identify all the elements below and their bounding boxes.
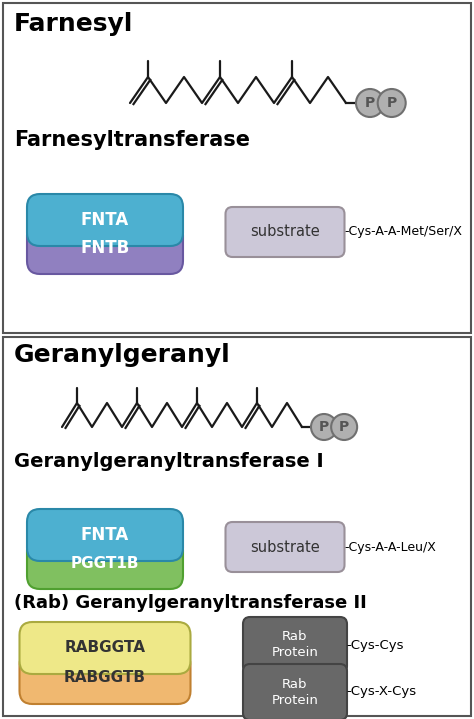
Text: PGGT1B: PGGT1B [71,556,139,570]
Circle shape [378,89,406,117]
Circle shape [331,414,357,440]
Text: RABGGTB: RABGGTB [64,671,146,685]
FancyBboxPatch shape [19,652,191,704]
Circle shape [311,414,337,440]
Text: FNTA: FNTA [81,526,129,544]
Text: (Rab) Geranylgeranyltransferase II: (Rab) Geranylgeranyltransferase II [14,594,367,612]
Text: RABGGTA: RABGGTA [64,641,146,656]
Text: FNTB: FNTB [81,239,129,257]
FancyBboxPatch shape [27,194,183,246]
FancyBboxPatch shape [226,522,345,572]
Text: Farnesyl: Farnesyl [14,12,133,36]
FancyBboxPatch shape [3,3,471,333]
FancyBboxPatch shape [226,207,345,257]
Text: substrate: substrate [250,224,320,239]
FancyBboxPatch shape [243,617,347,673]
FancyBboxPatch shape [27,222,183,274]
Text: P: P [387,96,397,110]
FancyBboxPatch shape [27,537,183,589]
Text: -Cys-X-Cys: -Cys-X-Cys [346,685,416,698]
FancyBboxPatch shape [3,337,471,716]
Text: Rab
Protein: Rab Protein [272,677,319,707]
Text: Geranylgeranyltransferase I: Geranylgeranyltransferase I [14,452,324,471]
FancyBboxPatch shape [19,622,191,674]
Text: P: P [339,420,349,434]
Text: Geranylgeranyl: Geranylgeranyl [14,343,231,367]
Text: -Cys-A-A-Leu/X: -Cys-A-A-Leu/X [345,541,437,554]
FancyBboxPatch shape [243,664,347,719]
Text: substrate: substrate [250,539,320,554]
Text: -Cys-Cys: -Cys-Cys [346,638,403,651]
Text: P: P [319,420,329,434]
FancyBboxPatch shape [27,509,183,561]
Text: -Cys-A-A-Met/Ser/X: -Cys-A-A-Met/Ser/X [345,226,463,239]
Text: Rab
Protein: Rab Protein [272,631,319,659]
Circle shape [356,89,384,117]
Text: Farnesyltransferase: Farnesyltransferase [14,130,250,150]
Text: FNTA: FNTA [81,211,129,229]
Text: P: P [365,96,375,110]
